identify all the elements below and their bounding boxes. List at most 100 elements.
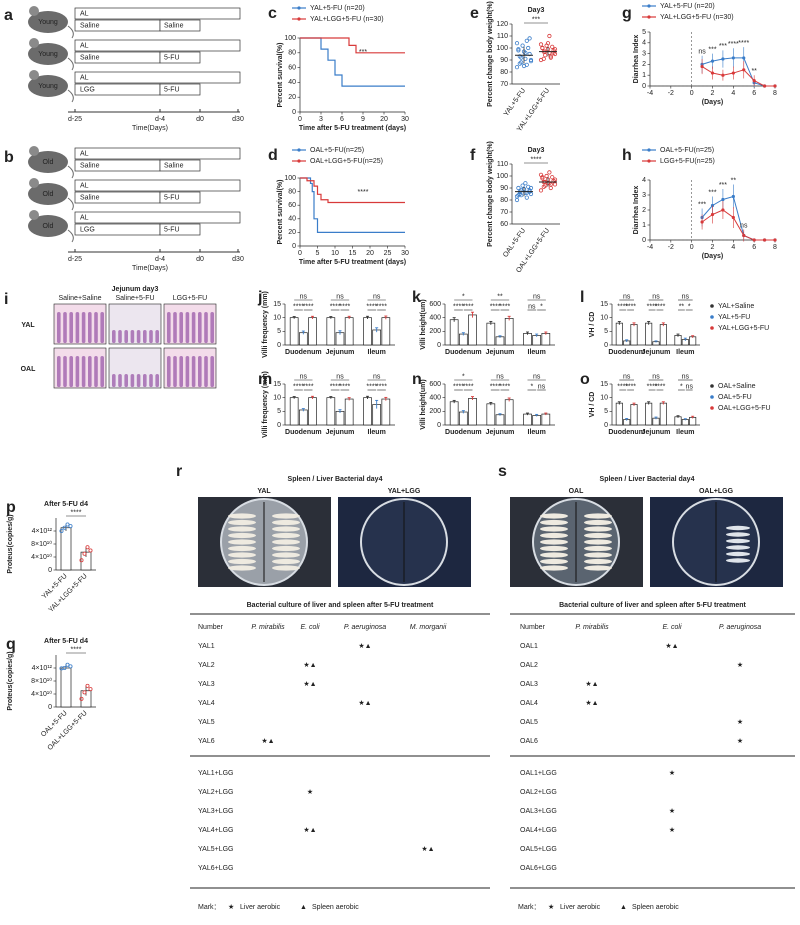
y-tick-label: 10 [600, 395, 608, 402]
bar [541, 333, 551, 346]
data-point [773, 238, 777, 242]
culture-mark: ★▲ [358, 642, 371, 650]
data-point [528, 59, 534, 64]
data-point [721, 57, 725, 61]
row-number: YAL6+LGG [198, 865, 233, 872]
data-point [710, 71, 715, 75]
bar [645, 402, 653, 426]
x-tick-label: 20 [380, 116, 388, 123]
data-point [541, 56, 546, 61]
culture-mark: ★▲ [585, 680, 598, 688]
data-point [762, 238, 767, 242]
x-tick-label: -4 [647, 90, 653, 97]
y-tick-label: 90 [500, 57, 508, 64]
significance-label: * [688, 303, 691, 310]
panel-letter: a [4, 7, 13, 24]
axis-title: Time(Days) [132, 125, 168, 132]
significance-label: ** [751, 68, 757, 75]
bacterial-streak [584, 565, 612, 571]
x-axis-title: (Days) [702, 253, 723, 260]
x-tick-label: 8 [773, 90, 777, 97]
y-tick-label: 100 [284, 35, 296, 42]
data-point [79, 696, 84, 701]
bar [381, 398, 391, 426]
significance-label: **** [376, 383, 387, 390]
significance-label: ns [336, 293, 344, 300]
bacterial-streak [726, 558, 750, 563]
x-tick-label: 3 [319, 116, 323, 123]
post-treatment: 5-FU [164, 226, 180, 233]
villus [118, 374, 122, 387]
significance-label: **** [330, 303, 341, 310]
bar [372, 329, 382, 346]
data-point [514, 41, 520, 46]
y-tick-label: 0 [292, 243, 296, 250]
villus [100, 356, 104, 387]
x-tick-label: Duodenum [608, 429, 645, 436]
bacterial-streak [272, 526, 300, 532]
bar [449, 319, 459, 346]
y-tick-label: 15 [273, 301, 281, 308]
y-axis-title: Percent change body weight(%) [487, 1, 494, 107]
bacterial-streak [540, 513, 568, 519]
y-tick-label: 80 [288, 50, 296, 57]
bar [630, 404, 638, 426]
bar [449, 401, 459, 426]
culture-mark: ★▲ [261, 737, 274, 745]
y-tick-label: 100 [496, 173, 508, 180]
bacterial-streak [272, 558, 300, 565]
culture-mark: ★ [737, 718, 743, 726]
legend-label: OAL+5-FU(n=25) [660, 147, 714, 154]
animal-label: Young [38, 83, 58, 90]
villus [149, 374, 153, 387]
significance-label: **** [738, 40, 749, 47]
villus [130, 374, 135, 387]
box [159, 83, 201, 96]
significance-label: ns [740, 222, 748, 229]
x-tick-label: Ileum [676, 349, 694, 356]
bacterial-streak [584, 558, 612, 565]
pre-treatment: Saline [80, 22, 100, 29]
data-point [721, 73, 725, 77]
significance-label: **** [463, 383, 474, 390]
animal-label: Young [38, 19, 58, 26]
y-axis-title: Diarrhea Index [633, 35, 640, 84]
significance-label: ** [679, 303, 685, 310]
post-treatment: 5-FU [164, 194, 180, 201]
data-point [752, 79, 756, 83]
bar [468, 314, 477, 346]
y-tick-label: 200 [429, 328, 441, 335]
data-point [552, 47, 558, 52]
mouse-ear [29, 146, 39, 156]
diet-label: AL [80, 182, 89, 189]
villus [210, 356, 214, 387]
data-point [527, 36, 532, 41]
mouse-ear [29, 70, 39, 80]
y-tick-label: 90 [500, 185, 508, 192]
data-point [721, 208, 725, 212]
row-number: OAL5+LGG [520, 846, 557, 853]
mouse-tail [67, 25, 74, 39]
y-tick-label: 20 [288, 94, 296, 101]
row-number: OAL6+LGG [520, 865, 557, 872]
column-header: P. aeruginosa [719, 624, 761, 631]
data-point [731, 71, 735, 75]
x-tick-label: 25 [384, 250, 392, 257]
panel-letter: n [412, 371, 422, 388]
bacterial-streak [726, 532, 750, 537]
data-point [516, 48, 521, 53]
panel-letter: e [470, 5, 479, 22]
mouse-ear [29, 178, 39, 188]
villus [118, 330, 122, 343]
box [74, 71, 241, 84]
significance-label: ns [623, 293, 631, 300]
row-number: OAL1+LGG [520, 770, 557, 777]
data-point [538, 42, 544, 47]
x-tick-label: 8 [773, 244, 777, 251]
y-axis-title: Percent change body weight(%) [487, 141, 494, 247]
villus [124, 374, 128, 387]
significance-label: **** [293, 383, 304, 390]
column-header: Number [198, 624, 224, 631]
animal-label: Old [43, 223, 54, 230]
legend-marker [647, 4, 651, 8]
